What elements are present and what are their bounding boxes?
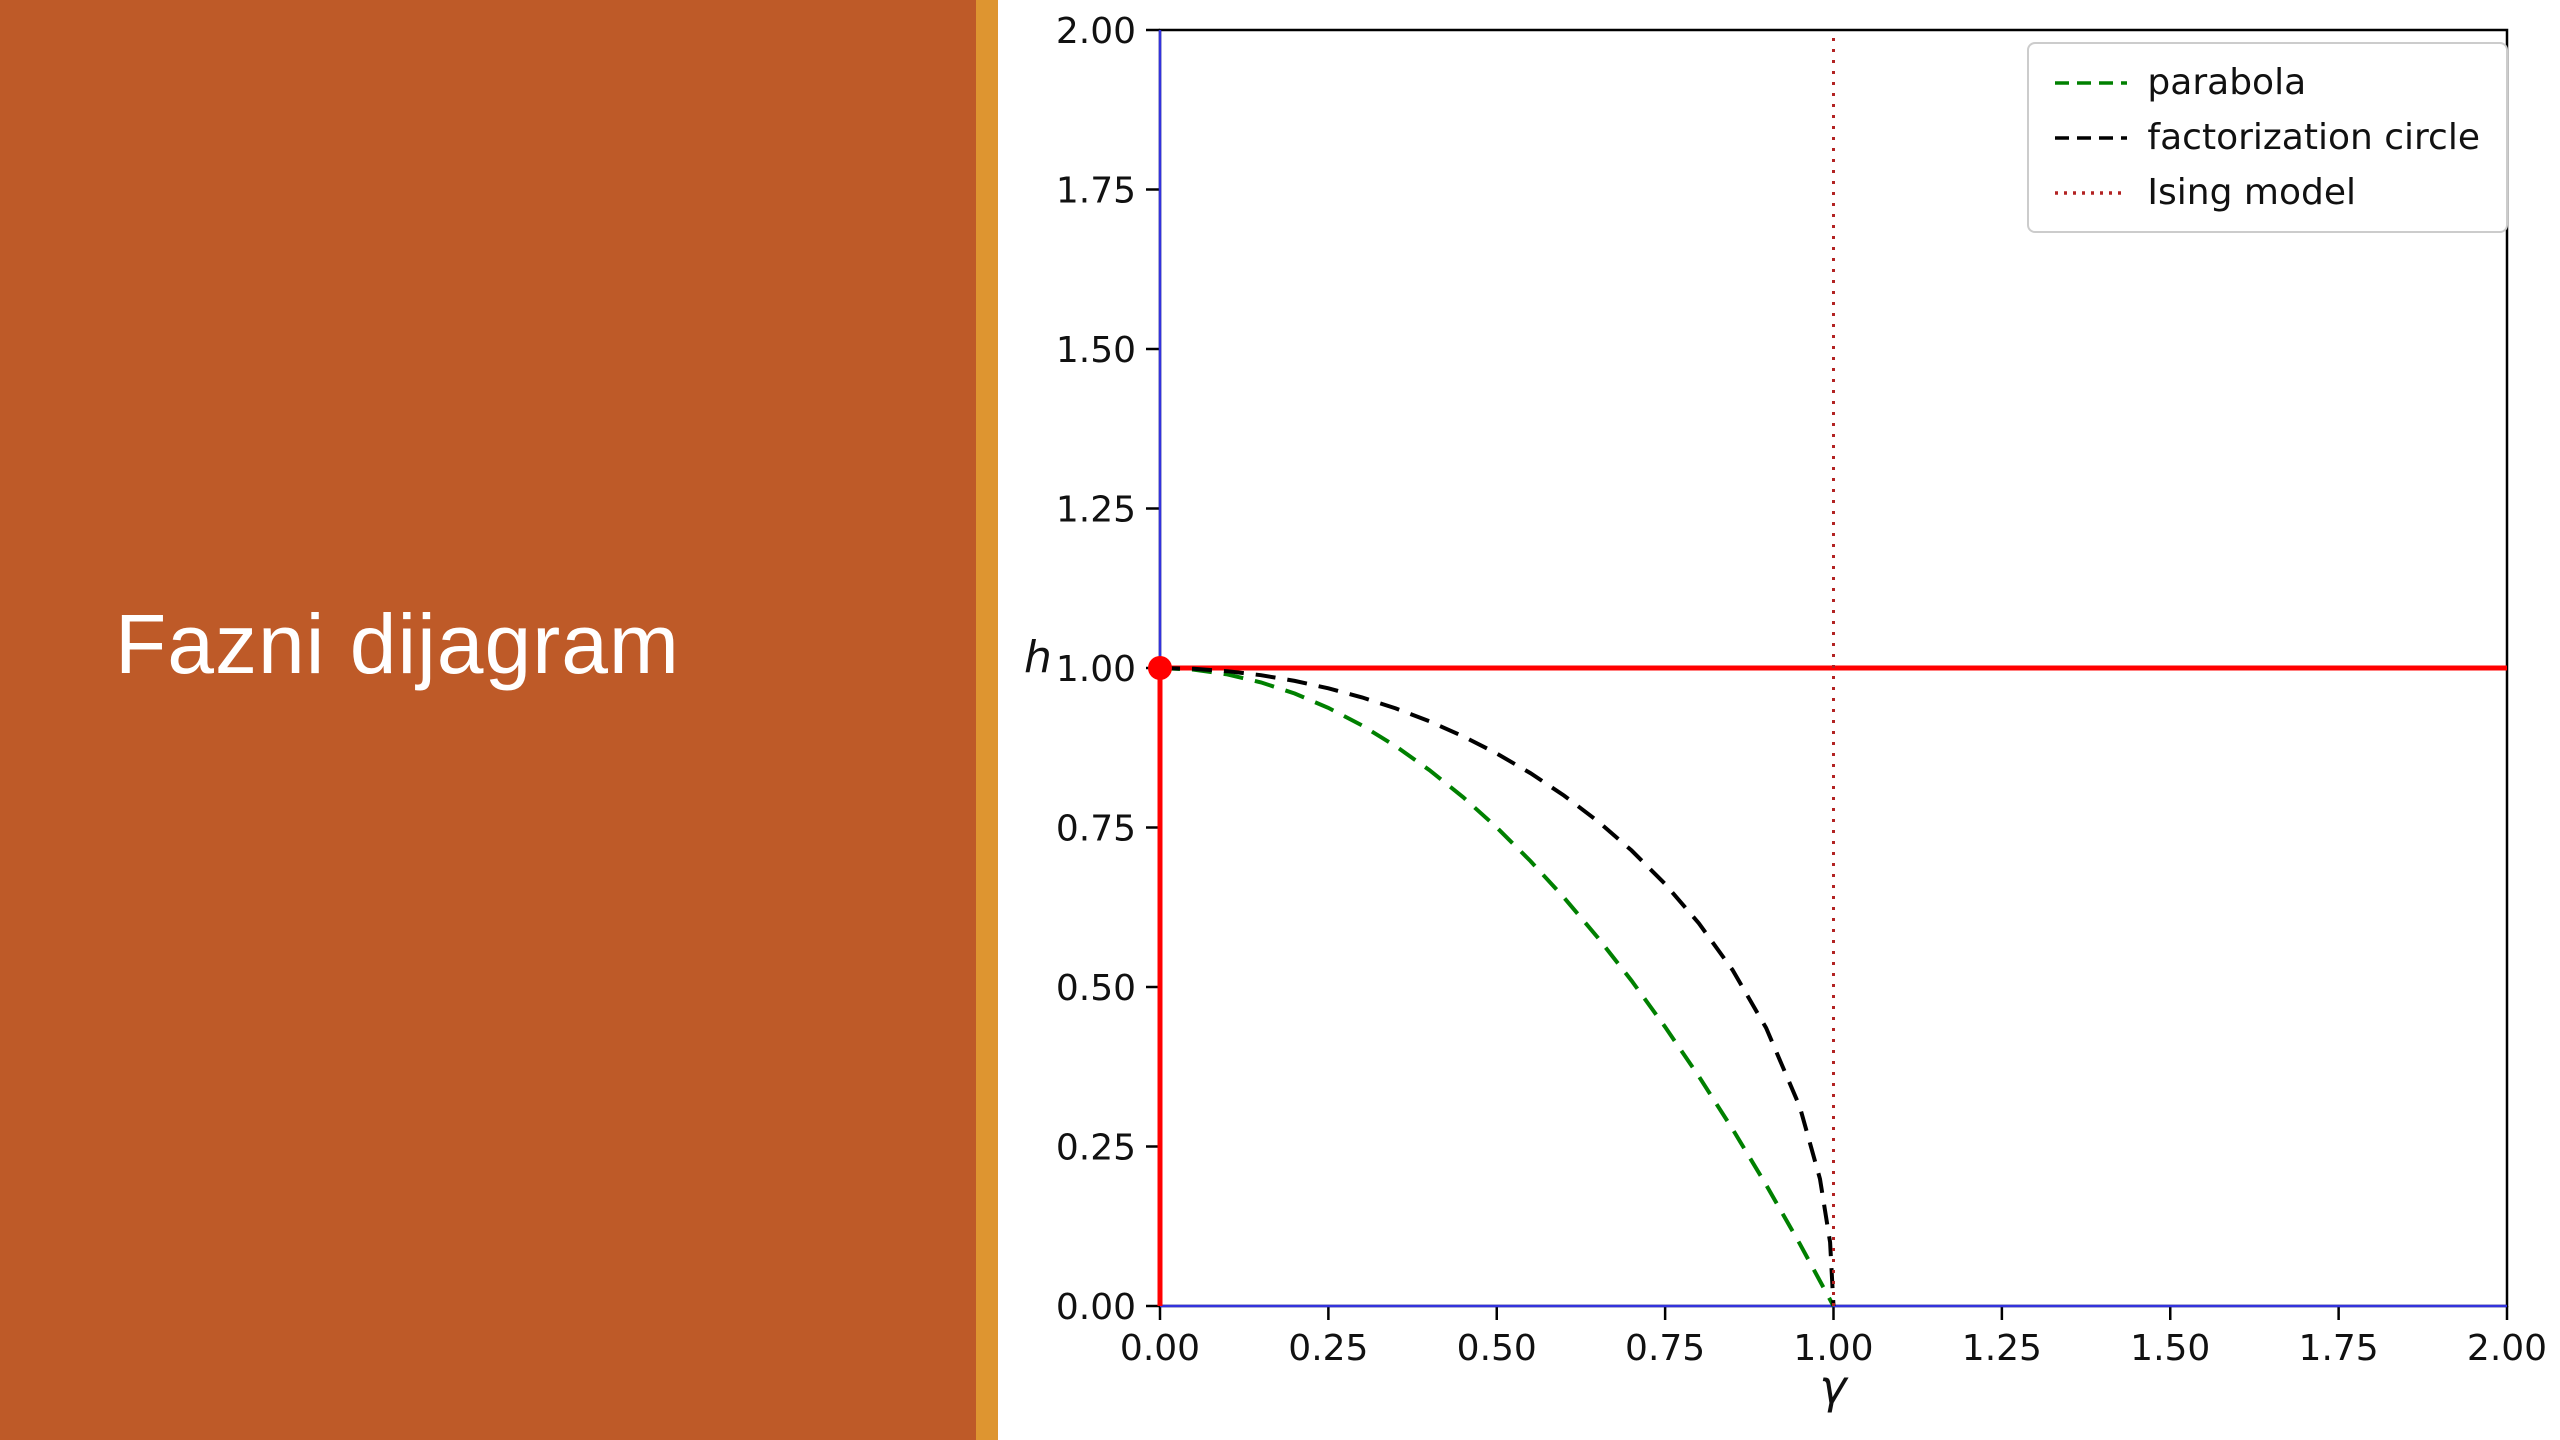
- svg-text:1.50: 1.50: [1056, 330, 1136, 371]
- legend-line-sample-factorization-circle: [2055, 135, 2128, 140]
- svg-text:1.75: 1.75: [1056, 171, 1136, 212]
- svg-text:0.00: 0.00: [1056, 1287, 1136, 1328]
- svg-text:0.25: 0.25: [1056, 1128, 1136, 1169]
- svg-text:1.25: 1.25: [1056, 490, 1136, 531]
- legend-item-ising-model: Ising model: [2055, 172, 2480, 213]
- plot-canvas: 0.00 0.25 0.50 0.75 1.00 1.25 1.50 1.75 2.00 0.00…: [1056, 11, 2547, 1369]
- slide-title: Fazni dijagram: [115, 597, 680, 691]
- plot-legend: parabola factorization circle Ising mode…: [2027, 42, 2508, 233]
- y-axis-label: h: [1024, 632, 1052, 683]
- x-axis-label: γ: [1819, 1360, 1847, 1414]
- svg-text:1.00: 1.00: [1793, 1328, 1873, 1369]
- svg-text:0.50: 0.50: [1457, 1328, 1537, 1369]
- svg-text:2.00: 2.00: [1056, 11, 1136, 52]
- svg-text:0.25: 0.25: [1288, 1328, 1368, 1369]
- svg-text:1.25: 1.25: [1962, 1328, 2042, 1369]
- svg-text:1.75: 1.75: [2299, 1328, 2379, 1369]
- svg-text:2.00: 2.00: [2467, 1328, 2547, 1369]
- title-panel: Fazni dijagram: [0, 0, 976, 1440]
- legend-line-sample-ising-model: [2055, 190, 2128, 195]
- legend-item-factorization-circle: factorization circle: [2055, 117, 2480, 158]
- svg-text:1.50: 1.50: [2130, 1328, 2210, 1369]
- svg-text:0.00: 0.00: [1120, 1328, 1200, 1369]
- legend-item-parabola: parabola: [2055, 62, 2480, 103]
- legend-label: parabola: [2147, 62, 2307, 103]
- legend-line-sample-parabola: [2055, 80, 2128, 85]
- phase-diagram-plot: 0.00 0.25 0.50 0.75 1.00 1.25 1.50 1.75 2.00 0.00…: [998, 0, 2560, 1440]
- svg-text:0.75: 0.75: [1625, 1328, 1705, 1369]
- accent-stripe: [976, 0, 998, 1440]
- svg-text:1.00: 1.00: [1056, 649, 1136, 690]
- svg-text:0.50: 0.50: [1056, 968, 1136, 1009]
- legend-label: Ising model: [2147, 172, 2357, 213]
- legend-label: factorization circle: [2147, 117, 2480, 158]
- svg-text:0.75: 0.75: [1056, 809, 1136, 850]
